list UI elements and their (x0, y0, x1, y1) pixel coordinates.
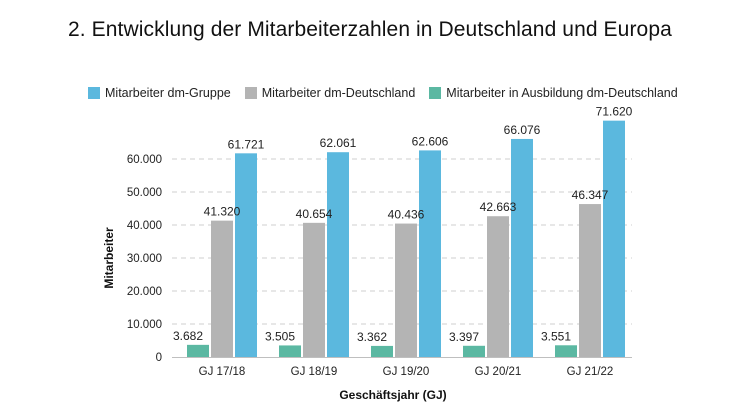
bar-dm-deutschland (487, 216, 509, 357)
legend-item-ausbildung: Mitarbeiter in Ausbildung dm-Deutschland (429, 86, 678, 100)
legend-label-dm-gruppe: Mitarbeiter dm-Gruppe (105, 86, 231, 100)
bars-layer (187, 120, 625, 358)
legend-swatch-dm-gruppe (88, 87, 100, 99)
legend-swatch-dm-deutschland (244, 87, 257, 99)
data-label: 3.551 (541, 329, 571, 343)
data-label: 46.347 (572, 188, 609, 202)
x-category-label: GJ 19/20 (383, 366, 430, 378)
legend-item-dm-gruppe: Mitarbeiter dm-Gruppe (88, 86, 231, 100)
y-tick-label: 30.000 (127, 253, 162, 265)
data-label: 61.721 (228, 137, 265, 151)
y-tick-label: 10.000 (127, 319, 162, 331)
legend-label-dm-deutschland: Mitarbeiter dm-Deutschland (261, 86, 416, 100)
data-label: 40.654 (296, 207, 333, 221)
data-label: 41.320 (204, 205, 241, 219)
data-label: 62.061 (320, 136, 357, 150)
data-label: 3.682 (173, 329, 203, 343)
bar-ausbildung (187, 344, 209, 357)
x-category-label: GJ 17/18 (199, 366, 246, 378)
labels-layer: 3.682 41.320 61.721 GJ 17/18 3.505 40.654 62.0… (173, 105, 633, 378)
legend-item-dm-deutschland: Mitarbeiter dm-Deutschland (244, 86, 416, 100)
bar-dm-deutschland (579, 204, 601, 357)
bar-ausbildung (555, 345, 577, 357)
bar-ausbildung (463, 345, 485, 357)
x-category-label: GJ 21/22 (567, 366, 614, 378)
x-axis-title: Geschäftsjahr (GJ) (339, 388, 446, 402)
data-label: 71.620 (596, 105, 633, 119)
bar-dm-gruppe (235, 153, 257, 357)
bar-dm-deutschland (303, 222, 325, 357)
data-label: 42.663 (480, 200, 517, 214)
x-category-label: GJ 18/19 (291, 366, 338, 378)
y-tick-label: 40.000 (127, 220, 162, 232)
legend-swatch-ausbildung (429, 87, 442, 99)
data-label: 40.436 (388, 208, 425, 222)
chart-legend: Mitarbeiter dm-Gruppe Mitarbeiter dm-Deu… (88, 86, 692, 100)
bar-dm-deutschland (395, 223, 417, 357)
bar-dm-gruppe (603, 120, 625, 358)
data-label: 66.076 (504, 123, 541, 137)
bar-dm-gruppe (419, 150, 441, 357)
bar-ausbildung (371, 345, 393, 357)
bar-dm-deutschland (211, 220, 233, 357)
y-tick-label: 20.000 (127, 286, 162, 298)
x-category-label: GJ 20/21 (475, 366, 522, 378)
bar-ausbildung (279, 345, 301, 357)
y-tick-label: 60.000 (127, 154, 162, 166)
data-label: 3.505 (265, 329, 295, 343)
legend-label-ausbildung: Mitarbeiter in Ausbildung dm-Deutschland (446, 86, 678, 100)
y-tick-label: 0 (156, 352, 162, 364)
bar-dm-gruppe (327, 152, 349, 357)
data-label: 3.397 (449, 330, 479, 344)
y-tick-label: 50.000 (127, 187, 162, 199)
page-title: 2. Entwicklung der Mitarbeiterzahlen in … (68, 18, 672, 41)
data-label: 62.606 (412, 134, 449, 148)
bar-dm-gruppe (511, 138, 533, 357)
data-label: 3.362 (357, 330, 387, 344)
y-axis-title: Mitarbeiter (102, 227, 116, 289)
